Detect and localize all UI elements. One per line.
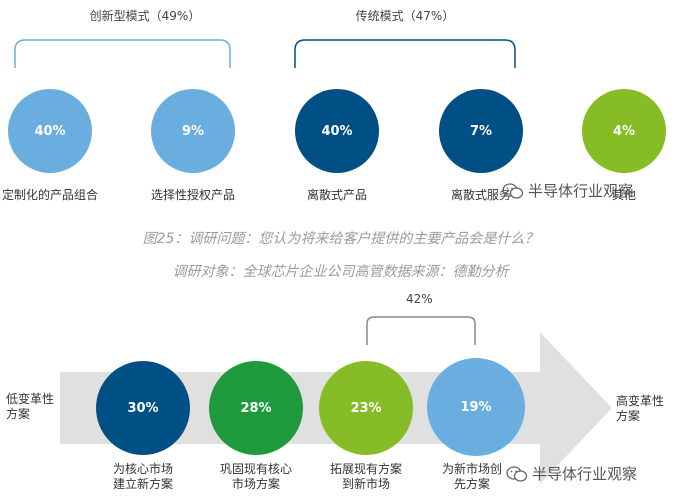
low-disruption-line2: 方案 <box>6 407 31 421</box>
label-core-new: 为核心市场 建立新方案 <box>98 462 188 492</box>
circle-value: 40% <box>321 123 353 139</box>
label-discrete-service: 离散式服务 <box>450 188 511 202</box>
high-disruption-line2: 方案 <box>616 409 641 423</box>
label-line: 到新市场 <box>341 477 390 491</box>
label-discrete-product: 离散式产品 <box>306 188 367 202</box>
circle-value: 7% <box>469 123 493 139</box>
label-line: 巩固现有核心 <box>219 462 292 476</box>
circle-other: 4% <box>582 89 666 173</box>
circle-value: 40% <box>34 123 66 139</box>
circle-selective-licensing: 9% <box>151 89 235 173</box>
watermark-bottom: 半导体行业观察 <box>506 463 637 484</box>
bracket-traditional <box>294 39 516 68</box>
high-disruption-label: 高变革性 方案 <box>616 394 676 424</box>
label-line: 建立新方案 <box>112 477 173 491</box>
label-other: 其他 <box>611 188 636 202</box>
circle-value: 19% <box>460 399 492 415</box>
label-line: 市场方案 <box>231 477 280 491</box>
circle-value: 4% <box>612 123 636 139</box>
group-label-traditional: 传统模式（47%） <box>355 9 455 23</box>
bracket-label-42: 42% <box>406 292 433 306</box>
watermark-top: 半导体行业观察 <box>502 180 633 201</box>
circle-value: 28% <box>240 400 272 416</box>
circle-value: 9% <box>181 123 205 139</box>
circle-pioneer-new-market: 19% <box>427 358 525 456</box>
watermark-text: 半导体行业观察 <box>532 465 638 483</box>
low-disruption-line1: 低变革性 <box>6 392 55 406</box>
group-brackets <box>14 39 516 68</box>
low-disruption-label: 低变革性 方案 <box>0 392 66 422</box>
label-line: 为核心市场 <box>112 462 173 476</box>
circle-discrete-product: 40% <box>295 89 379 173</box>
circle-core-new: 30% <box>96 361 190 455</box>
figure-caption: 图25：调研问题：您认为将来给客户提供的主要产品会是什么？ <box>142 231 539 247</box>
wechat-icon <box>502 182 524 199</box>
source-caption: 调研对象：全球芯片企业公司高管数据来源：德勤分析 <box>172 264 509 280</box>
group-label-innovative: 创新型模式（49%） <box>89 9 201 23</box>
label-consolidate-core: 巩固现有核心 市场方案 <box>204 462 308 492</box>
label-line: 为新市场创 <box>441 462 502 476</box>
circle-value: 23% <box>350 400 382 416</box>
label-pioneer-new-market: 为新市场创 先方案 <box>432 462 512 492</box>
label-line: 先方案 <box>453 477 490 491</box>
wechat-icon <box>506 465 528 482</box>
label-custom-portfolio: 定制化的产品组合 <box>2 188 99 202</box>
watermark-text: 半导体行业观察 <box>528 182 634 200</box>
circle-custom-portfolio: 40% <box>8 89 92 173</box>
circle-consolidate-core: 28% <box>209 361 303 455</box>
label-expand-new-market: 拓展现有方案 到新市场 <box>316 462 416 492</box>
circle-expand-new-market: 23% <box>319 361 413 455</box>
label-line: 拓展现有方案 <box>329 462 402 476</box>
bracket-combined <box>366 316 476 345</box>
high-disruption-line1: 高变革性 <box>616 394 665 408</box>
circle-discrete-service: 7% <box>439 89 523 173</box>
bracket-innovative <box>14 39 231 68</box>
label-selective-licensing: 选择性授权产品 <box>150 188 235 202</box>
circle-value: 30% <box>127 400 159 416</box>
